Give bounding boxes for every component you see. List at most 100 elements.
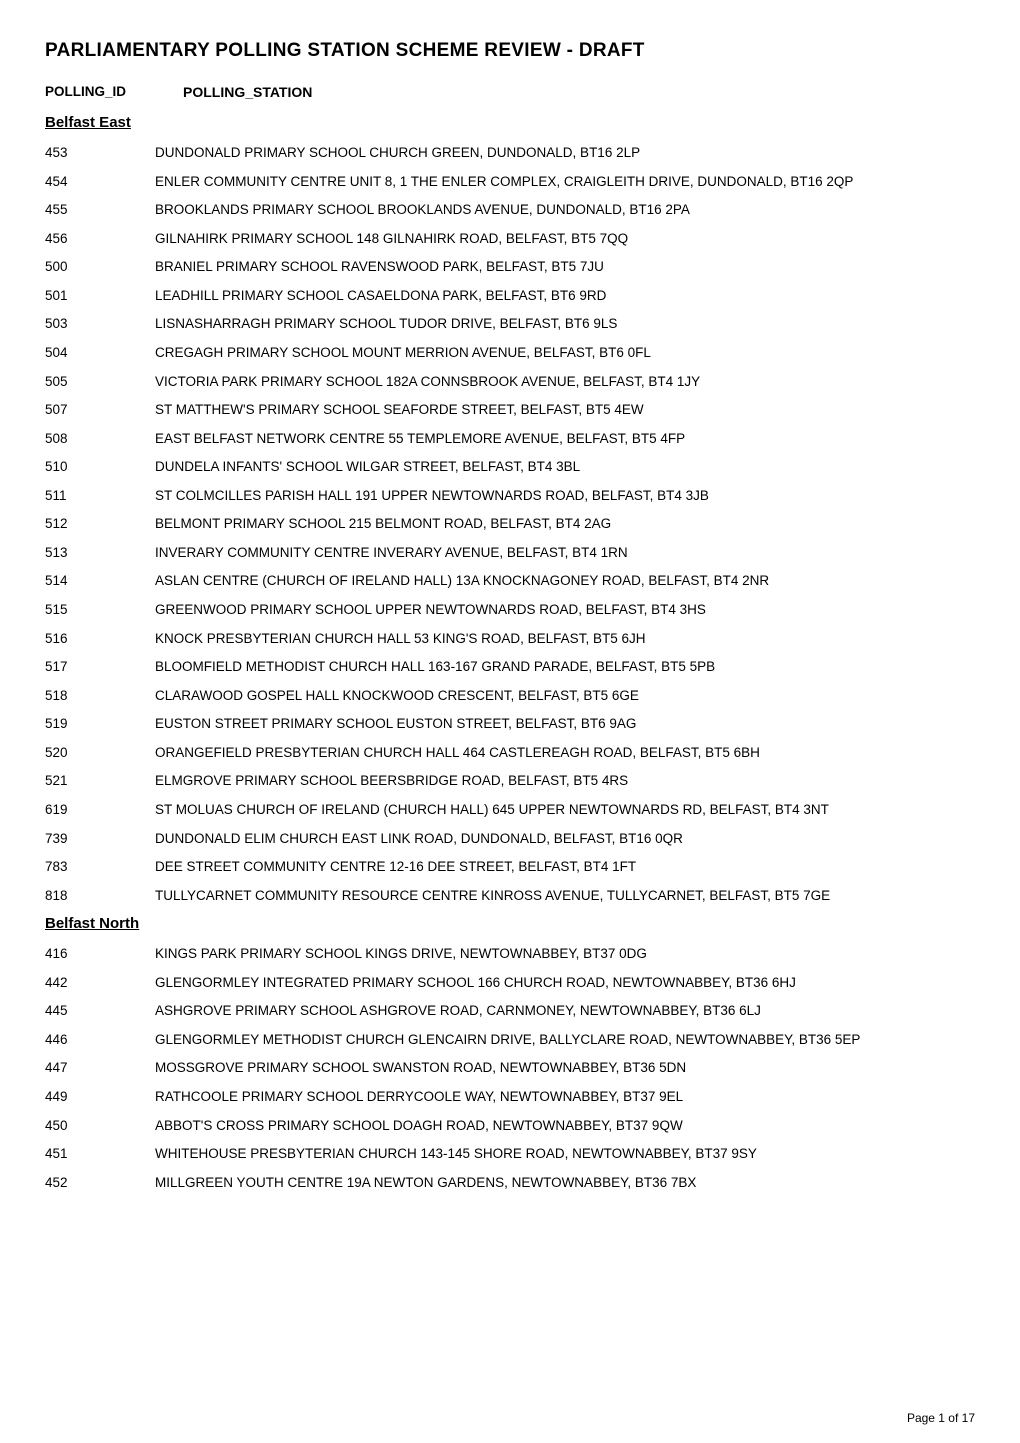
polling-station: EUSTON STREET PRIMARY SCHOOL EUSTON STRE… xyxy=(155,714,975,734)
polling-id: 520 xyxy=(45,743,155,763)
table-row: 513INVERARY COMMUNITY CENTRE INVERARY AV… xyxy=(45,543,975,563)
polling-station: DUNDONALD PRIMARY SCHOOL CHURCH GREEN, D… xyxy=(155,143,975,163)
polling-id: 504 xyxy=(45,343,155,363)
polling-station: GLENGORMLEY INTEGRATED PRIMARY SCHOOL 16… xyxy=(155,973,975,993)
polling-station: ELMGROVE PRIMARY SCHOOL BEERSBRIDGE ROAD… xyxy=(155,771,975,791)
polling-id: 503 xyxy=(45,314,155,334)
polling-id: 619 xyxy=(45,800,155,820)
table-row: 449RATHCOOLE PRIMARY SCHOOL DERRYCOOLE W… xyxy=(45,1087,975,1107)
table-row: 455BROOKLANDS PRIMARY SCHOOL BROOKLANDS … xyxy=(45,200,975,220)
table-row: 512BELMONT PRIMARY SCHOOL 215 BELMONT RO… xyxy=(45,514,975,534)
polling-station: GLENGORMLEY METHODIST CHURCH GLENCAIRN D… xyxy=(155,1030,975,1050)
table-row: 452MILLGREEN YOUTH CENTRE 19A NEWTON GAR… xyxy=(45,1173,975,1193)
table-row: 521ELMGROVE PRIMARY SCHOOL BEERSBRIDGE R… xyxy=(45,771,975,791)
polling-station: GILNAHIRK PRIMARY SCHOOL 148 GILNAHIRK R… xyxy=(155,229,975,249)
polling-id: 455 xyxy=(45,200,155,220)
polling-id: 517 xyxy=(45,657,155,677)
table-row: 450ABBOT'S CROSS PRIMARY SCHOOL DOAGH RO… xyxy=(45,1116,975,1136)
polling-id: 518 xyxy=(45,686,155,706)
section-title: Belfast North xyxy=(45,915,975,932)
polling-station: KNOCK PRESBYTERIAN CHURCH HALL 53 KING'S… xyxy=(155,629,975,649)
polling-id: 516 xyxy=(45,629,155,649)
table-row: 456GILNAHIRK PRIMARY SCHOOL 148 GILNAHIR… xyxy=(45,229,975,249)
polling-station: TULLYCARNET COMMUNITY RESOURCE CENTRE KI… xyxy=(155,886,975,906)
polling-id: 512 xyxy=(45,514,155,534)
section-title: Belfast East xyxy=(45,114,975,131)
polling-station: ST MOLUAS CHURCH OF IRELAND (CHURCH HALL… xyxy=(155,800,975,820)
polling-station: BLOOMFIELD METHODIST CHURCH HALL 163-167… xyxy=(155,657,975,677)
polling-station: DUNDONALD ELIM CHURCH EAST LINK ROAD, DU… xyxy=(155,829,975,849)
polling-station: MILLGREEN YOUTH CENTRE 19A NEWTON GARDEN… xyxy=(155,1173,975,1193)
page-footer: Page 1 of 17 xyxy=(907,1411,975,1425)
table-row: 505VICTORIA PARK PRIMARY SCHOOL 182A CON… xyxy=(45,372,975,392)
table-row: 518CLARAWOOD GOSPEL HALL KNOCKWOOD CRESC… xyxy=(45,686,975,706)
table-row: 619ST MOLUAS CHURCH OF IRELAND (CHURCH H… xyxy=(45,800,975,820)
polling-station: WHITEHOUSE PRESBYTERIAN CHURCH 143-145 S… xyxy=(155,1144,975,1164)
column-header-row: POLLING_ID POLLING_STATION xyxy=(45,84,975,100)
table-row: 517BLOOMFIELD METHODIST CHURCH HALL 163-… xyxy=(45,657,975,677)
polling-id: 447 xyxy=(45,1058,155,1078)
table-row: 501LEADHILL PRIMARY SCHOOL CASAELDONA PA… xyxy=(45,286,975,306)
polling-id: 505 xyxy=(45,372,155,392)
table-row: 453DUNDONALD PRIMARY SCHOOL CHURCH GREEN… xyxy=(45,143,975,163)
table-row: 416KINGS PARK PRIMARY SCHOOL KINGS DRIVE… xyxy=(45,944,975,964)
polling-station: BELMONT PRIMARY SCHOOL 215 BELMONT ROAD,… xyxy=(155,514,975,534)
polling-station: EAST BELFAST NETWORK CENTRE 55 TEMPLEMOR… xyxy=(155,429,975,449)
polling-station: LISNASHARRAGH PRIMARY SCHOOL TUDOR DRIVE… xyxy=(155,314,975,334)
table-row: 516KNOCK PRESBYTERIAN CHURCH HALL 53 KIN… xyxy=(45,629,975,649)
polling-station: DEE STREET COMMUNITY CENTRE 12-16 DEE ST… xyxy=(155,857,975,877)
table-row: 511ST COLMCILLES PARISH HALL 191 UPPER N… xyxy=(45,486,975,506)
polling-station: DUNDELA INFANTS' SCHOOL WILGAR STREET, B… xyxy=(155,457,975,477)
table-row: 508EAST BELFAST NETWORK CENTRE 55 TEMPLE… xyxy=(45,429,975,449)
polling-id: 445 xyxy=(45,1001,155,1021)
polling-station: CREGAGH PRIMARY SCHOOL MOUNT MERRION AVE… xyxy=(155,343,975,363)
polling-station: LEADHILL PRIMARY SCHOOL CASAELDONA PARK,… xyxy=(155,286,975,306)
table-row: 514ASLAN CENTRE (CHURCH OF IRELAND HALL)… xyxy=(45,571,975,591)
polling-station: BRANIEL PRIMARY SCHOOL RAVENSWOOD PARK, … xyxy=(155,257,975,277)
document-title: PARLIAMENTARY POLLING STATION SCHEME REV… xyxy=(45,40,975,62)
table-row: 520ORANGEFIELD PRESBYTERIAN CHURCH HALL … xyxy=(45,743,975,763)
table-row: 783DEE STREET COMMUNITY CENTRE 12-16 DEE… xyxy=(45,857,975,877)
polling-id: 510 xyxy=(45,457,155,477)
polling-id: 453 xyxy=(45,143,155,163)
table-row: 451WHITEHOUSE PRESBYTERIAN CHURCH 143-14… xyxy=(45,1144,975,1164)
polling-id: 449 xyxy=(45,1087,155,1107)
polling-id: 500 xyxy=(45,257,155,277)
polling-id: 456 xyxy=(45,229,155,249)
polling-station: ST MATTHEW'S PRIMARY SCHOOL SEAFORDE STR… xyxy=(155,400,975,420)
sections-container: Belfast East 453DUNDONALD PRIMARY SCHOOL … xyxy=(45,114,975,1192)
polling-id: 507 xyxy=(45,400,155,420)
polling-id: 783 xyxy=(45,857,155,877)
table-row: 442GLENGORMLEY INTEGRATED PRIMARY SCHOOL… xyxy=(45,973,975,993)
polling-station: MOSSGROVE PRIMARY SCHOOL SWANSTON ROAD, … xyxy=(155,1058,975,1078)
column-header-station: POLLING_STATION xyxy=(183,84,312,100)
polling-id: 514 xyxy=(45,571,155,591)
table-row: 503LISNASHARRAGH PRIMARY SCHOOL TUDOR DR… xyxy=(45,314,975,334)
table-row: 510DUNDELA INFANTS' SCHOOL WILGAR STREET… xyxy=(45,457,975,477)
polling-id: 451 xyxy=(45,1144,155,1164)
polling-id: 521 xyxy=(45,771,155,791)
polling-id: 739 xyxy=(45,829,155,849)
table-row: 446GLENGORMLEY METHODIST CHURCH GLENCAIR… xyxy=(45,1030,975,1050)
polling-id: 513 xyxy=(45,543,155,563)
polling-id: 442 xyxy=(45,973,155,993)
polling-id: 450 xyxy=(45,1116,155,1136)
polling-station: CLARAWOOD GOSPEL HALL KNOCKWOOD CRESCENT… xyxy=(155,686,975,706)
polling-station: VICTORIA PARK PRIMARY SCHOOL 182A CONNSB… xyxy=(155,372,975,392)
table-row: 447MOSSGROVE PRIMARY SCHOOL SWANSTON ROA… xyxy=(45,1058,975,1078)
polling-station: ORANGEFIELD PRESBYTERIAN CHURCH HALL 464… xyxy=(155,743,975,763)
polling-station: KINGS PARK PRIMARY SCHOOL KINGS DRIVE, N… xyxy=(155,944,975,964)
polling-station: ABBOT'S CROSS PRIMARY SCHOOL DOAGH ROAD,… xyxy=(155,1116,975,1136)
table-row: 515GREENWOOD PRIMARY SCHOOL UPPER NEWTOW… xyxy=(45,600,975,620)
polling-id: 501 xyxy=(45,286,155,306)
polling-station: GREENWOOD PRIMARY SCHOOL UPPER NEWTOWNAR… xyxy=(155,600,975,620)
polling-station: ASHGROVE PRIMARY SCHOOL ASHGROVE ROAD, C… xyxy=(155,1001,975,1021)
polling-station: ASLAN CENTRE (CHURCH OF IRELAND HALL) 13… xyxy=(155,571,975,591)
polling-id: 511 xyxy=(45,486,155,506)
polling-station: ST COLMCILLES PARISH HALL 191 UPPER NEWT… xyxy=(155,486,975,506)
polling-id: 416 xyxy=(45,944,155,964)
polling-id: 454 xyxy=(45,172,155,192)
polling-station: ENLER COMMUNITY CENTRE UNIT 8, 1 THE ENL… xyxy=(155,172,975,192)
table-row: 519EUSTON STREET PRIMARY SCHOOL EUSTON S… xyxy=(45,714,975,734)
polling-station: INVERARY COMMUNITY CENTRE INVERARY AVENU… xyxy=(155,543,975,563)
